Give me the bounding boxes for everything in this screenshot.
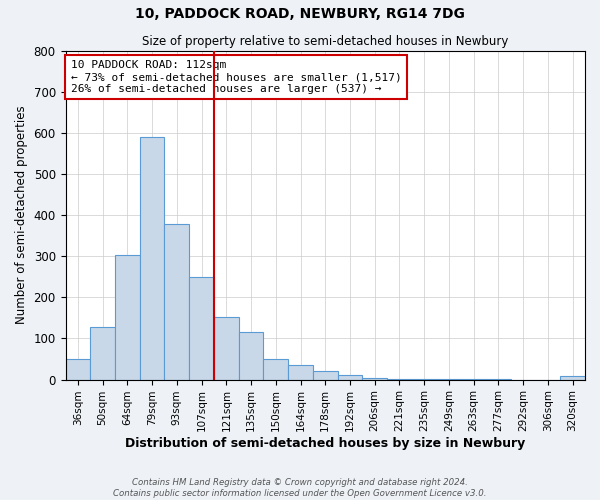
Bar (115, 255, 140, 380)
Bar (338, 376, 362, 380)
Text: 10 PADDOCK ROAD: 112sqm
← 73% of semi-detached houses are smaller (1,517)
26% of: 10 PADDOCK ROAD: 112sqm ← 73% of semi-de… (71, 60, 401, 94)
Text: 10, PADDOCK ROAD, NEWBURY, RG14 7DG: 10, PADDOCK ROAD, NEWBURY, RG14 7DG (135, 8, 465, 22)
Bar (288, 365, 313, 380)
Bar (313, 372, 338, 380)
Bar (214, 317, 239, 380)
Title: Size of property relative to semi-detached houses in Newbury: Size of property relative to semi-detach… (142, 35, 508, 48)
Bar (65, 359, 90, 380)
Bar (560, 376, 585, 380)
X-axis label: Distribution of semi-detached houses by size in Newbury: Distribution of semi-detached houses by … (125, 437, 526, 450)
Bar (362, 378, 387, 380)
Bar (387, 379, 412, 380)
Bar (189, 277, 214, 380)
Bar (239, 332, 263, 380)
Bar (263, 359, 288, 380)
Text: Contains HM Land Registry data © Crown copyright and database right 2024.
Contai: Contains HM Land Registry data © Crown c… (113, 478, 487, 498)
Bar (164, 224, 189, 380)
Bar (90, 328, 115, 380)
Y-axis label: Number of semi-detached properties: Number of semi-detached properties (15, 106, 28, 324)
Bar (140, 136, 164, 380)
